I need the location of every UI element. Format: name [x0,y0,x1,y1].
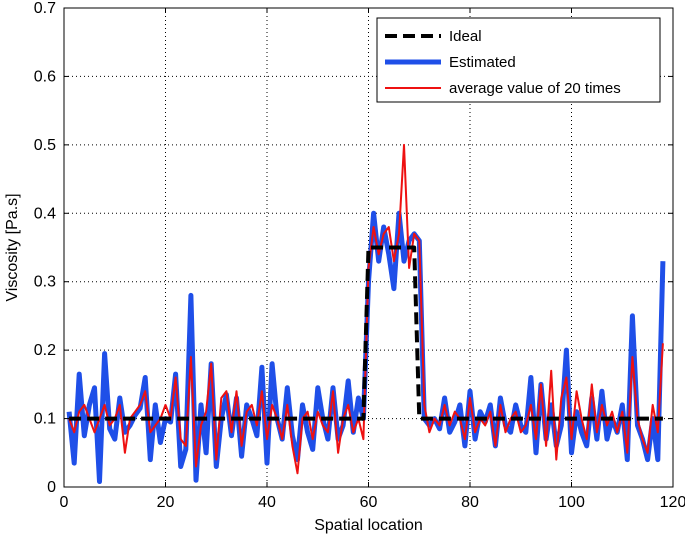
legend-label-average: average value of 20 times [449,80,621,97]
x-tick-label: 20 [157,494,175,511]
y-tick-label: 0.7 [34,0,56,17]
legend: Ideal Estimated average value of 20 time… [376,17,661,103]
series-line-ideal [69,245,663,421]
y-tick-label: 0.3 [34,274,56,291]
y-axis-title: Viscosity [Pa.s] [4,193,21,301]
legend-label-ideal: Ideal [449,28,482,45]
x-tick-label: 120 [660,494,685,511]
x-tick-label: 0 [60,494,69,511]
series-line-average-value-of-20-times [68,143,664,475]
x-tick-label: 100 [558,494,585,511]
x-tick-label: 60 [360,494,378,511]
y-tick-label: 0.5 [34,137,56,154]
y-tick-label: 0.2 [34,342,56,359]
x-tick-label: 40 [258,494,276,511]
y-tick-label: 0.6 [34,68,56,85]
x-axis-title: Spatial location [314,517,423,534]
x-tick-label: 80 [461,494,479,511]
y-tick-label: 0.1 [34,411,56,428]
legend-label-estimated: Estimated [449,54,516,71]
tick-layer: 0 20 40 60 80 100 120 0 0.1 0.2 0.3 0.4 0.5 0.6 0.7 [34,0,685,511]
y-tick-label: 0.4 [34,205,56,222]
series-layer [66,143,666,484]
y-tick-label: 0 [47,479,56,496]
